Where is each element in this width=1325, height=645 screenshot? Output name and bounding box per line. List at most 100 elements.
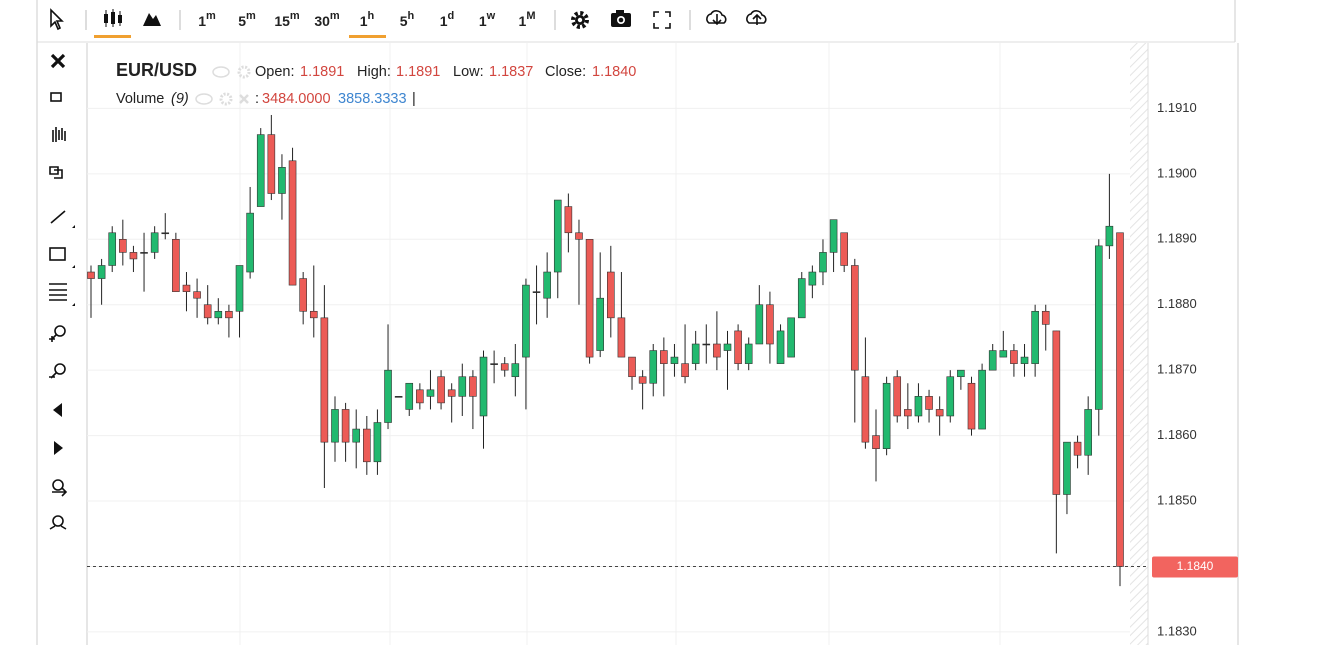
interval-number: 1 [360, 13, 368, 29]
area-tool[interactable] [143, 13, 161, 26]
zoom-fit[interactable] [52, 479, 64, 491]
interval-number: 1 [479, 13, 487, 29]
candle-body [713, 343, 721, 358]
candle-body [744, 343, 753, 364]
candle-body [469, 376, 477, 397]
candle-body [628, 356, 636, 378]
candle-body [522, 284, 530, 358]
label: Volume [116, 91, 164, 107]
interval-button[interactable]: 15m [274, 10, 300, 29]
candle-body [193, 291, 201, 299]
remove-icon[interactable] [239, 94, 249, 104]
candle-body [320, 317, 329, 443]
interval-button[interactable]: 1w [479, 10, 496, 29]
candle-body [363, 428, 371, 463]
label: High: [357, 64, 391, 80]
candle-body [150, 232, 159, 253]
candle-body [426, 389, 435, 397]
candle-body [1031, 310, 1039, 364]
candle-body [267, 134, 276, 194]
interval-button[interactable]: 5h [400, 10, 415, 29]
candle-body [214, 310, 223, 319]
candle-body [256, 134, 265, 207]
candle-body [596, 297, 604, 351]
interval-button[interactable]: 1d [440, 10, 455, 29]
candle-body [235, 265, 244, 312]
label: Close: [545, 64, 586, 80]
candle-body [872, 435, 880, 449]
candle-body [246, 212, 254, 273]
y-tick-label: 1.1910 [1157, 100, 1197, 115]
tool-icon[interactable] [50, 92, 62, 102]
line-tool[interactable] [50, 210, 66, 224]
cursor-tool[interactable] [50, 8, 64, 31]
value: 3858.3333 [338, 91, 407, 107]
candle-body [946, 376, 955, 417]
zoom-in[interactable] [54, 325, 66, 337]
candle-body [437, 376, 445, 404]
zoom-reset[interactable] [52, 515, 64, 527]
candle-body [490, 363, 498, 365]
fib-tool[interactable] [49, 283, 67, 301]
candle-body [532, 291, 541, 293]
candle-body [352, 428, 361, 443]
upload-icon[interactable] [746, 10, 767, 25]
interval-button[interactable]: 5m [238, 10, 256, 29]
interval-unit: M [526, 10, 535, 22]
scroll-margin [1130, 43, 1148, 645]
candle-body [182, 284, 191, 292]
interval-button[interactable]: 1h [360, 10, 375, 29]
legend: EUR/USD Open: 1.1891 High: 1.1891 Low: 1… [116, 60, 636, 107]
candle-body [299, 278, 307, 312]
zoom-out[interactable] [54, 363, 66, 375]
scroll-left[interactable] [53, 403, 62, 417]
candle-body [1073, 441, 1082, 456]
interval-number: 1 [519, 13, 527, 29]
download-icon[interactable] [706, 10, 727, 26]
settings-icon[interactable] [571, 11, 589, 29]
candle-body [129, 252, 138, 260]
eye-icon[interactable] [195, 93, 213, 105]
separator: : [255, 91, 259, 107]
scroll-right[interactable] [54, 441, 63, 455]
y-tick-label: 1.1890 [1157, 231, 1197, 246]
y-tick-label: 1.1830 [1157, 623, 1197, 638]
candle-body [309, 310, 318, 319]
y-tick-label: 1.1870 [1157, 362, 1197, 377]
candle-body [607, 271, 615, 319]
rect-tool[interactable] [49, 247, 66, 261]
interval-button[interactable]: 1M [519, 10, 536, 29]
interval-unit: d [448, 10, 455, 22]
tool-icon[interactable] [49, 166, 63, 179]
candle-body [925, 396, 933, 410]
candle-body [1084, 409, 1092, 456]
candles-tool[interactable] [104, 9, 122, 27]
candle-body [1010, 350, 1018, 364]
interval-button[interactable]: 1m [198, 10, 216, 29]
candle-body [755, 304, 764, 345]
value: 3484.0000 [262, 91, 331, 107]
candle-body [999, 350, 1008, 358]
interval-number: 5 [238, 13, 246, 29]
eye-icon[interactable] [212, 66, 230, 78]
gear-icon[interactable] [237, 65, 251, 79]
fullscreen-icon[interactable] [653, 11, 671, 29]
candle-body [405, 382, 414, 410]
close-icon[interactable] [50, 53, 66, 69]
tool-icon[interactable] [52, 127, 66, 142]
candle-body [967, 382, 976, 430]
candle-body [819, 252, 827, 273]
candle-body [797, 278, 806, 319]
interval-buttons: 1m 5m 15m 30m 1h 5h 1d 1w 1M [198, 10, 535, 29]
value: 1.1840 [592, 64, 636, 80]
gear-icon[interactable] [219, 92, 233, 106]
candle-body [1105, 225, 1114, 247]
candle-body [1094, 245, 1103, 410]
candle-body [416, 389, 424, 404]
candle-body [850, 265, 859, 371]
interval-number: 30 [314, 13, 330, 29]
candle-body [808, 271, 817, 286]
candle-body [840, 232, 848, 266]
camera-icon[interactable] [611, 10, 631, 27]
interval-button[interactable]: 30m [314, 10, 340, 29]
